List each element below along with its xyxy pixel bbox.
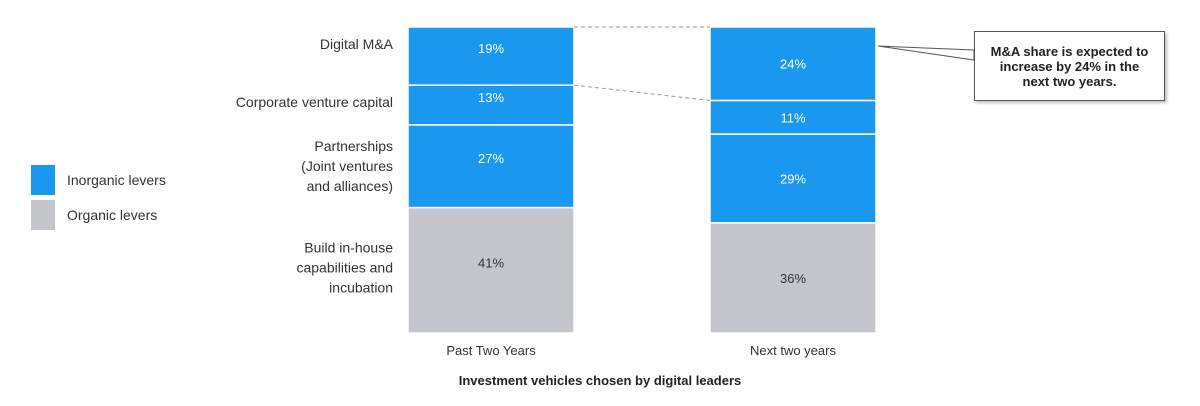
bar-segment (407, 206, 575, 334)
legend-item-inorganic: Inorganic levers (31, 163, 166, 196)
connector-line (573, 84, 711, 101)
legend: Inorganic levers Organic levers (31, 163, 166, 233)
legend-swatch-organic (31, 199, 55, 230)
data-label: 19% (478, 41, 504, 56)
bar-segment (709, 99, 877, 135)
bar-segment (709, 222, 877, 334)
x-tick-label: Next two years (750, 343, 836, 358)
annotation-text: M&A share is expected to increase by 24%… (990, 43, 1149, 89)
data-label: 36% (780, 271, 806, 286)
legend-label-inorganic: Inorganic levers (67, 171, 166, 188)
annotation-callout: M&A share is expected to increase by 24%… (974, 31, 1165, 101)
category-label: Corporate venture capital (236, 94, 393, 110)
bar-segment (407, 124, 575, 209)
category-label: and alliances) (307, 178, 393, 194)
category-label: incubation (329, 279, 393, 295)
bar-segment (407, 84, 575, 126)
category-label: capabilities and (296, 259, 393, 275)
x-tick-label: Past Two Years (446, 343, 536, 358)
data-label: 11% (780, 110, 805, 125)
data-label: 29% (780, 171, 806, 186)
legend-label-organic: Organic levers (67, 206, 158, 223)
x-axis-title: Investment vehicles chosen by digital le… (458, 373, 742, 388)
bar-segment (709, 133, 877, 224)
data-label: 13% (478, 90, 504, 105)
category-label: Partnerships (314, 138, 393, 154)
category-label: Build in-house (304, 239, 393, 255)
data-label: 41% (478, 255, 504, 270)
legend-swatch-inorganic (31, 164, 55, 195)
bar-segment (709, 26, 877, 102)
callout-pointer (877, 45, 975, 61)
category-label: Digital M&A (320, 36, 394, 52)
data-label: 24% (780, 57, 806, 72)
bar-segment (407, 26, 575, 86)
data-label: 27% (478, 151, 504, 166)
category-label: (Joint ventures (301, 158, 393, 174)
legend-item-organic: Organic levers (31, 198, 166, 231)
